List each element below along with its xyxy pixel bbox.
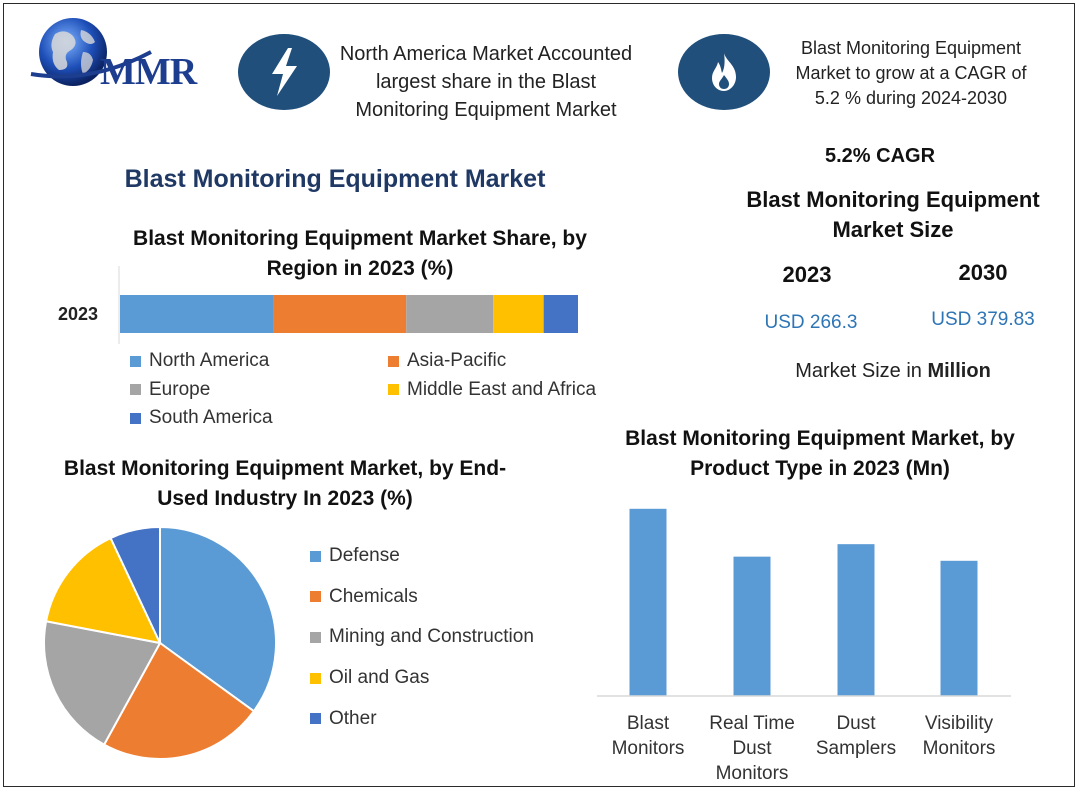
market-size-unit-prefix: Market Size in <box>795 360 928 382</box>
market-size-value-2023: USD 266.3 <box>764 312 858 333</box>
region-bar-europe <box>406 295 494 333</box>
legend-swatch <box>388 384 399 395</box>
info-icon-circle-1 <box>238 34 330 110</box>
legend-label: North America <box>149 350 270 371</box>
legend-label: Oil and Gas <box>329 667 430 689</box>
industry-legend-mining-and-construction: Mining and Construction <box>310 626 534 648</box>
region-legend-south-america: South America <box>130 407 273 429</box>
industry-chart-title: Blast Monitoring Equipment Market, by En… <box>63 457 507 510</box>
main-title: Blast Monitoring Equipment Market <box>124 165 546 193</box>
region-bar-middle-east-and-africa <box>493 295 544 333</box>
region-legend-middle-east-and-africa: Middle East and Africa <box>388 379 596 401</box>
region-legend-europe: Europe <box>130 379 210 401</box>
industry-legend-oil-and-gas: Oil and Gas <box>310 667 429 689</box>
industry-legend-defense: Defense <box>310 545 400 567</box>
info-icon-circle-2 <box>678 34 770 110</box>
product-bar-dust-samplers <box>837 544 875 696</box>
region-category-label: 2023 <box>58 304 98 324</box>
legend-label: Chemicals <box>329 585 418 607</box>
product-tick-real-time-dust-monitors: Real Time Dust Monitors <box>709 713 795 784</box>
legend-label: Asia-Pacific <box>407 350 507 371</box>
legend-swatch <box>310 672 321 684</box>
legend-swatch <box>130 384 141 395</box>
flame-icon <box>712 53 736 91</box>
legend-swatch <box>130 412 141 424</box>
legend-swatch <box>310 591 321 603</box>
product-bar-real-time-dust-monitors <box>733 556 771 696</box>
legend-label: Mining and Construction <box>329 626 534 648</box>
legend-label: Europe <box>149 378 211 400</box>
cagr-label: 5.2% CAGR <box>824 145 936 167</box>
product-tick-dust-samplers: Dust Samplers <box>815 713 897 759</box>
info-text-1: North America Market Accounted largest s… <box>339 43 633 121</box>
globe-icon <box>30 18 152 86</box>
pie-slice-defense <box>159 525 277 713</box>
logo <box>25 12 215 97</box>
legend-swatch <box>310 550 321 562</box>
industry-legend: Defense Chemicals Mining and Construction O… <box>310 545 570 745</box>
region-bar-asia-pacific <box>273 295 407 333</box>
pie-slice-other <box>109 525 161 644</box>
info-text-2: Blast Monitoring Equipment Market to gro… <box>795 38 1027 108</box>
lightning-icon <box>272 48 297 96</box>
region-chart-title: Blast Monitoring Equipment Market Share,… <box>133 227 587 280</box>
market-size-unit: Market Size in Million <box>760 360 1026 383</box>
pie-slice-mining-and-construction <box>43 620 162 747</box>
legend-label: Other <box>329 707 377 729</box>
infographic-frame <box>3 3 1075 787</box>
market-size-title: Blast Monitoring Equipment Market Size <box>746 187 1040 242</box>
market-size-value-2030: USD 379.83 <box>931 309 1035 330</box>
region-legend-north-america: North America <box>130 350 269 372</box>
legend-swatch <box>310 713 321 725</box>
region-legend: North America Asia-Pacific Europe Middle Ea… <box>130 350 650 434</box>
product-tick-visibility-monitors: Visibility Monitors <box>922 713 996 759</box>
region-legend-asia-pacific: Asia-Pacific <box>388 350 506 372</box>
region-bar-north-america <box>120 295 274 333</box>
legend-swatch <box>388 355 399 367</box>
pie-slice-chemicals <box>102 641 256 760</box>
pie-slice-oil-and-gas <box>44 536 162 645</box>
legend-swatch <box>310 631 321 643</box>
legend-label: South America <box>149 407 273 428</box>
industry-legend-other: Other <box>310 708 377 730</box>
product-tick-blast-monitors: Blast Monitors <box>611 713 685 759</box>
product-bar-visibility-monitors <box>940 560 978 696</box>
legend-swatch <box>130 355 141 367</box>
legend-label: Defense <box>329 545 400 566</box>
market-size-year-2023: 2023 <box>782 262 832 287</box>
legend-label: Middle East and Africa <box>407 378 597 400</box>
product-bar-chart <box>597 508 1011 697</box>
logo-text: MMR <box>100 51 197 93</box>
market-size-year-2030: 2030 <box>958 260 1008 285</box>
region-bar-south-america <box>543 295 578 333</box>
product-chart-title: Blast Monitoring Equipment Market, by Pr… <box>625 427 1015 480</box>
region-chart: 2023 <box>58 266 578 344</box>
industry-legend-chemicals: Chemicals <box>310 586 418 608</box>
industry-pie-chart <box>43 525 277 760</box>
market-size-unit-bold: Million <box>927 360 991 382</box>
product-bar-blast-monitors <box>629 508 667 696</box>
